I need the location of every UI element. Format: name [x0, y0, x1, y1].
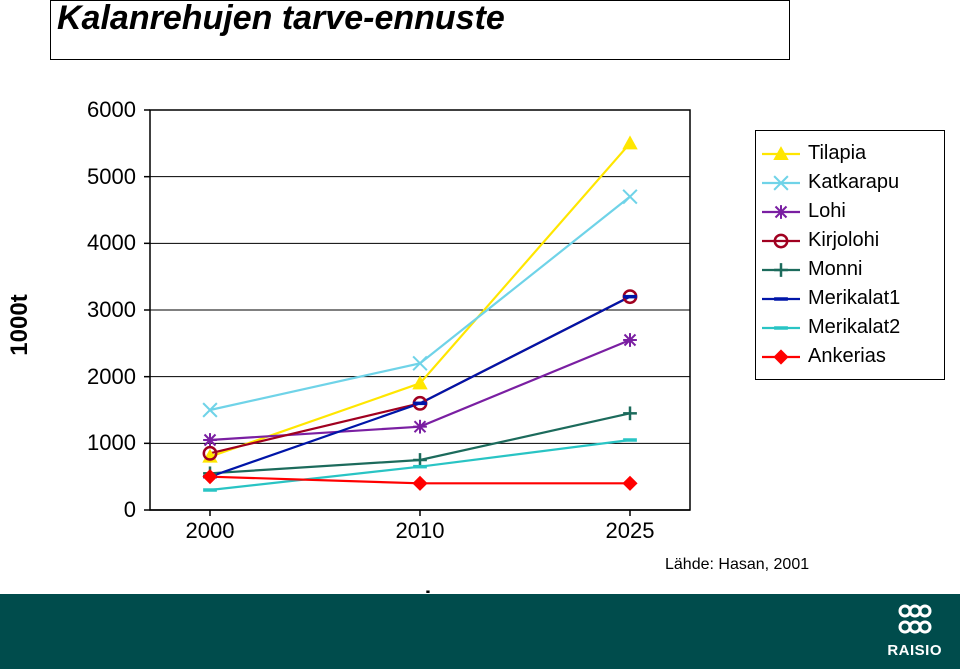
legend-row: Lohi: [760, 197, 940, 226]
raisio-logo-text: RAISIO: [887, 642, 942, 659]
x-tick-label: 2025: [606, 518, 655, 544]
legend-swatch: [760, 231, 802, 251]
legend-row: Monni: [760, 255, 940, 284]
legend-label: Tilapia: [808, 139, 866, 168]
legend-swatch: [760, 144, 802, 164]
legend-row: Katkarapu: [760, 168, 940, 197]
legend-label: Katkarapu: [808, 168, 899, 197]
y-tick-label: 3000: [87, 297, 150, 323]
raisio-logo: RAISIO: [887, 603, 942, 659]
legend-label: Monni: [808, 255, 862, 284]
legend-row: Kirjolohi: [760, 226, 940, 255]
legend-label: Lohi: [808, 197, 846, 226]
legend-label: Merikalat2: [808, 313, 900, 342]
y-axis-label: 1000t: [6, 294, 34, 355]
y-tick-label: 5000: [87, 164, 150, 190]
legend-swatch: [760, 347, 802, 367]
footer-bar: RAISIO: [0, 594, 960, 669]
legend-swatch: [760, 260, 802, 280]
legend-row: Merikalat1: [760, 284, 940, 313]
legend-swatch: [760, 289, 802, 309]
legend-label: Merikalat1: [808, 284, 900, 313]
chart-svg: [50, 100, 750, 550]
legend-row: Tilapia: [760, 139, 940, 168]
legend-swatch: [760, 318, 802, 338]
legend-row: Ankerias: [760, 342, 940, 371]
chart-area: 1000t vuosi 0100020003000400050006000200…: [50, 100, 750, 550]
legend-label: Kirjolohi: [808, 226, 879, 255]
title-box: Kalanrehujen tarve-ennuste: [50, 0, 790, 60]
y-tick-label: 1000: [87, 430, 150, 456]
legend-label: Ankerias: [808, 342, 886, 371]
y-tick-label: 4000: [87, 230, 150, 256]
page-title: Kalanrehujen tarve-ennuste: [57, 0, 505, 38]
y-tick-label: 6000: [87, 97, 150, 123]
legend-row: Merikalat2: [760, 313, 940, 342]
legend: TilapiaKatkarapuLohiKirjolohiMonniMerika…: [755, 130, 945, 380]
x-tick-label: 2000: [186, 518, 235, 544]
legend-swatch: [760, 173, 802, 193]
y-tick-label: 2000: [87, 364, 150, 390]
y-tick-label: 0: [124, 497, 150, 523]
raisio-logo-icon: [895, 603, 935, 640]
legend-swatch: [760, 202, 802, 222]
x-tick-label: 2010: [396, 518, 445, 544]
source-label: Lähde: Hasan, 2001: [665, 556, 809, 574]
